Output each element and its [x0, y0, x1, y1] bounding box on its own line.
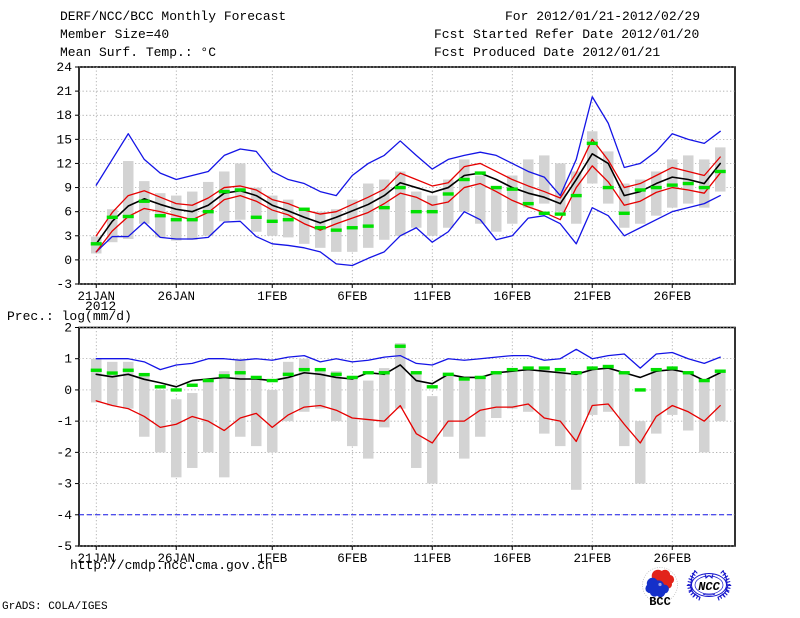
svg-text:-5: -5 — [56, 539, 72, 554]
svg-text:15: 15 — [56, 132, 72, 147]
svg-text:NCC: NCC — [698, 580, 720, 594]
svg-text:1FEB: 1FEB — [257, 290, 288, 304]
svg-text:1FEB: 1FEB — [257, 552, 288, 566]
svg-text:6: 6 — [64, 205, 72, 220]
svg-text:26FEB: 26FEB — [653, 552, 691, 566]
svg-text:26JAN: 26JAN — [157, 552, 195, 566]
svg-text:-3: -3 — [56, 277, 72, 292]
svg-text:26JAN: 26JAN — [157, 290, 195, 304]
svg-text:18: 18 — [56, 108, 72, 123]
svg-text:0: 0 — [64, 383, 72, 398]
svg-text:3: 3 — [64, 229, 72, 244]
svg-text:0: 0 — [64, 253, 72, 268]
svg-text:21JAN: 21JAN — [77, 552, 115, 566]
svg-text:21JAN: 21JAN — [77, 290, 115, 304]
svg-text:12: 12 — [56, 156, 72, 171]
svg-text:16FEB: 16FEB — [493, 290, 531, 304]
svg-text:21FEB: 21FEB — [573, 290, 611, 304]
svg-text:-3: -3 — [56, 477, 72, 492]
svg-text:BCC: BCC — [649, 595, 671, 609]
svg-text:6FEB: 6FEB — [337, 552, 368, 566]
svg-text:21FEB: 21FEB — [573, 552, 611, 566]
svg-text:-2: -2 — [56, 445, 72, 460]
svg-text:11FEB: 11FEB — [413, 290, 451, 304]
svg-text:24: 24 — [56, 60, 72, 75]
svg-text:-4: -4 — [56, 508, 72, 523]
svg-text:2: 2 — [64, 321, 72, 336]
svg-text:16FEB: 16FEB — [493, 552, 531, 566]
svg-text:9: 9 — [64, 181, 72, 196]
svg-text:6FEB: 6FEB — [337, 290, 368, 304]
svg-text:1: 1 — [64, 352, 72, 367]
svg-text:-1: -1 — [56, 414, 72, 429]
svg-text:26FEB: 26FEB — [653, 290, 691, 304]
svg-text:11FEB: 11FEB — [413, 552, 451, 566]
svg-text:21: 21 — [56, 84, 72, 99]
